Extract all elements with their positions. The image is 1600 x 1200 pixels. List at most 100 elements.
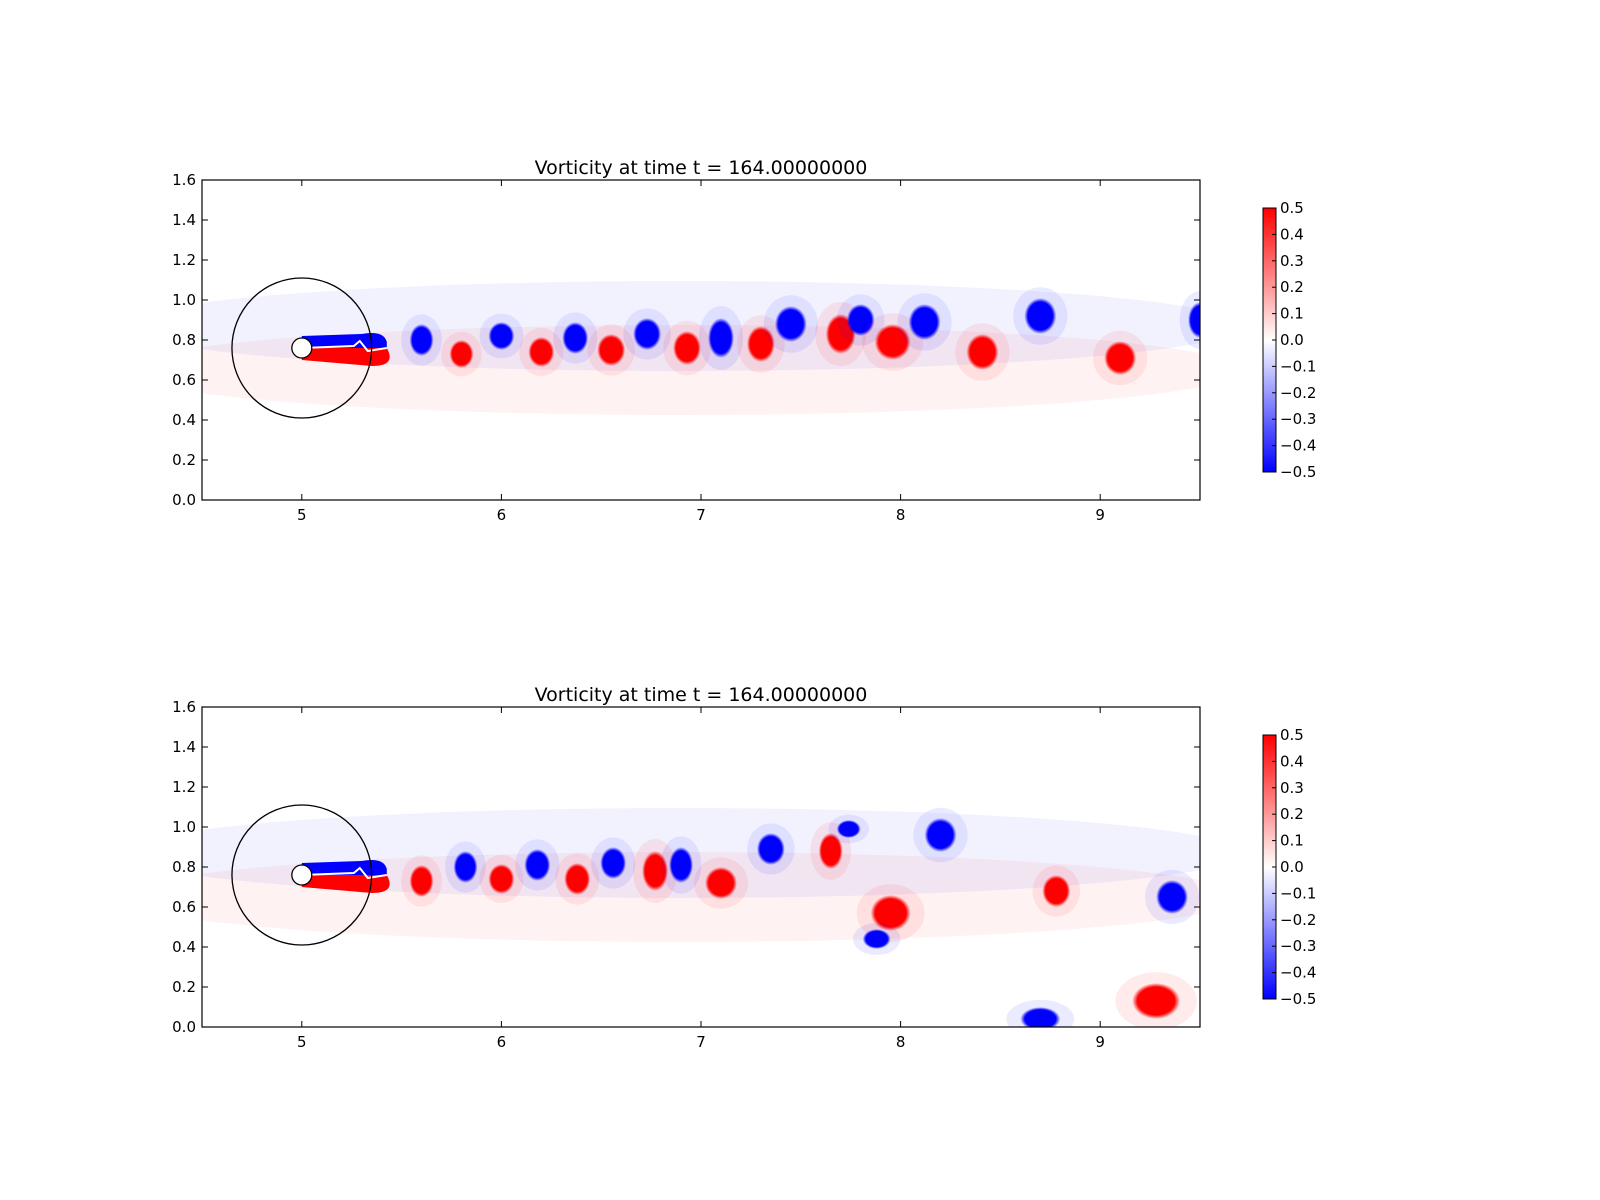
colorbar-tick-label: 0.4 <box>1280 225 1304 243</box>
x-axis: 5 6 7 8 9 <box>297 180 1105 524</box>
vortex-negative <box>908 304 941 340</box>
x-tick-label: 6 <box>497 506 507 524</box>
y-tick-label: 1.6 <box>172 171 196 189</box>
domain-circle <box>231 277 373 419</box>
vortex-negative <box>600 847 627 879</box>
chart-title: Vorticity at time t = 164.00000000 <box>535 684 868 706</box>
x-tick-label: 5 <box>297 506 307 524</box>
plot-panel-bottom: Vorticity at time t = 164.00000000 5 6 7 8 9… <box>172 684 1316 1051</box>
shear-layer <box>301 860 390 893</box>
shear-interface <box>301 339 387 353</box>
vortex-negative <box>488 322 515 350</box>
vortex-positive <box>1132 983 1181 1019</box>
y-tick-label: 0.0 <box>172 491 196 509</box>
vortex-positive <box>746 326 775 362</box>
vortex-positive <box>488 864 515 894</box>
colorbar-tick-label: 0.4 <box>1280 752 1304 770</box>
x-tick-label: 8 <box>896 506 906 524</box>
vortex-positive <box>449 340 474 368</box>
cylinder <box>291 864 313 886</box>
colorbar-tick-label: 0.3 <box>1280 252 1304 270</box>
x-tick-label: 9 <box>1095 1033 1105 1051</box>
geometry-layer <box>231 804 373 946</box>
vortex-layer <box>401 287 1200 386</box>
y-tick-label: 0.2 <box>172 978 196 996</box>
vortex-negative <box>669 847 694 883</box>
colorbar-tick-label: 0.2 <box>1280 278 1304 296</box>
vortex-negative <box>562 322 589 354</box>
colorbar-ticks: 0.5 0.4 0.3 0.2 0.1 0.0 −0.1 −0.2 −0.3 −0.4 −0.5 <box>1272 199 1316 481</box>
vortex-negative <box>524 849 551 881</box>
wake-haze-positive <box>202 852 1200 942</box>
colorbar-tick-label: 0.1 <box>1280 305 1304 323</box>
x-tick-label: 5 <box>297 1033 307 1051</box>
vortex-negative <box>846 304 875 336</box>
colorbar-ticks: 0.5 0.4 0.3 0.2 0.1 0.0 −0.1 −0.2 −0.3 −0.4 −0.5 <box>1272 726 1316 1008</box>
colorbar-tick-label: 0.3 <box>1280 779 1304 797</box>
y-tick-label: 0.6 <box>172 898 196 916</box>
vortex-negative <box>924 818 957 852</box>
vortex-positive <box>597 334 626 366</box>
shear-layer-negative <box>301 860 387 875</box>
shear-layer-negative <box>301 333 387 348</box>
vortex-positive <box>1042 875 1071 907</box>
y-tick-label: 0.4 <box>172 938 196 956</box>
vortex-positive <box>870 895 911 931</box>
geometry-layer <box>231 277 373 419</box>
y-tick-label: 0.4 <box>172 411 196 429</box>
x-tick-label: 8 <box>896 1033 906 1051</box>
vortex-positive <box>704 867 737 899</box>
vortex-positive <box>1104 341 1137 375</box>
vortex-negative <box>633 318 662 350</box>
colorbar-tick-label: −0.2 <box>1280 911 1316 929</box>
shear-layer <box>301 333 390 366</box>
y-tick-label: 0.0 <box>172 1018 196 1036</box>
vortex-negative <box>1024 298 1057 334</box>
y-tick-label: 1.0 <box>172 818 196 836</box>
x-tick-label: 9 <box>1095 506 1105 524</box>
y-tick-label: 1.2 <box>172 251 196 269</box>
chart-title: Vorticity at time t = 164.00000000 <box>535 157 868 179</box>
colorbar: 0.5 0.4 0.3 0.2 0.1 0.0 −0.1 −0.2 −0.3 −0.4 −0.5 <box>1262 726 1316 1008</box>
y-axis: 0.0 0.2 0.4 0.6 0.8 1.0 1.2 1.4 1.6 <box>172 698 1200 1036</box>
colorbar-tick-label: −0.1 <box>1280 884 1316 902</box>
y-tick-label: 0.8 <box>172 858 196 876</box>
vorticity-field <box>202 277 1200 419</box>
vorticity-field <box>202 804 1200 1027</box>
vortex-layer <box>401 807 1200 1027</box>
shear-interface <box>301 866 387 880</box>
vortex-positive <box>528 337 555 367</box>
colorbar-tick-label: 0.0 <box>1280 858 1304 876</box>
colorbar: 0.5 0.4 0.3 0.2 0.1 0.0 −0.1 −0.2 −0.3 −0.4 −0.5 <box>1262 199 1316 481</box>
colorbar-tick-label: −0.3 <box>1280 937 1316 955</box>
colorbar-tick-label: 0.5 <box>1280 199 1304 217</box>
colorbar-tick-label: −0.2 <box>1280 384 1316 402</box>
cylinder <box>291 337 313 359</box>
y-tick-label: 1.2 <box>172 778 196 796</box>
y-tick-label: 0.2 <box>172 451 196 469</box>
vortex-positive <box>409 865 434 897</box>
vortex-positive <box>642 851 669 891</box>
colorbar-tick-label: −0.5 <box>1280 990 1316 1008</box>
vortex-negative <box>1020 1007 1061 1027</box>
x-tick-label: 6 <box>497 1033 507 1051</box>
domain-circle <box>231 804 373 946</box>
y-tick-label: 1.4 <box>172 738 196 756</box>
x-axis: 5 6 7 8 9 <box>297 707 1105 1051</box>
vortex-negative <box>453 851 478 883</box>
vortex-negative <box>756 833 785 865</box>
vortex-positive <box>874 324 911 360</box>
y-axis: 0.0 0.2 0.4 0.6 0.8 1.0 1.2 1.4 1.6 <box>172 171 1200 509</box>
vortex-negative <box>836 820 861 838</box>
shear-layer-positive <box>301 875 390 893</box>
y-tick-label: 1.0 <box>172 291 196 309</box>
x-tick-label: 7 <box>696 506 706 524</box>
y-tick-label: 0.8 <box>172 331 196 349</box>
y-tick-label: 0.6 <box>172 371 196 389</box>
colorbar-tick-label: −0.3 <box>1280 410 1316 428</box>
vortex-positive <box>673 331 701 365</box>
vortex-negative <box>409 324 434 356</box>
vortex-positive <box>818 833 843 869</box>
colorbar-tick-label: −0.1 <box>1280 357 1316 375</box>
